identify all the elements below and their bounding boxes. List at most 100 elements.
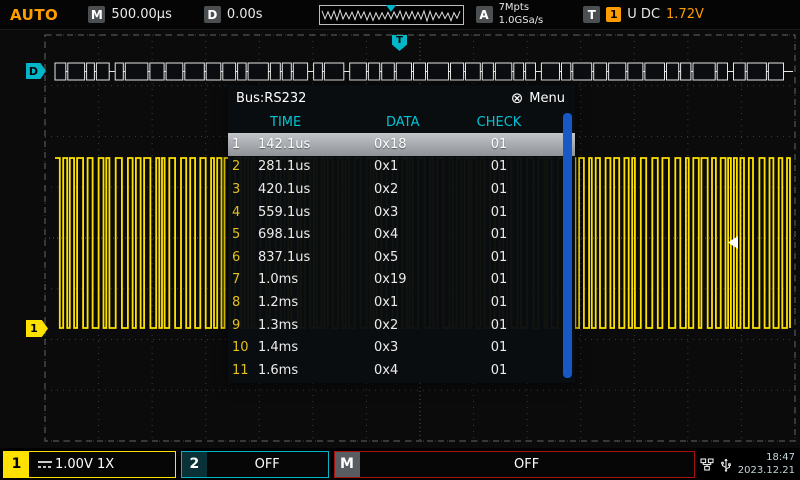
- bus-cell-data: 0x4: [374, 227, 459, 242]
- bus-cell-check: 01: [459, 182, 539, 197]
- channel2-status-box[interactable]: 2 OFF: [181, 451, 329, 478]
- network-icon: [700, 458, 714, 471]
- bus-table-row[interactable]: 5698.1us0x401: [228, 223, 575, 246]
- bus-cell-check: 01: [459, 295, 539, 310]
- acquire-readout[interactable]: A 7Mpts 1.0GSa/s: [476, 2, 544, 27]
- math-state: OFF: [360, 457, 694, 472]
- clock-time: 18:47: [766, 451, 795, 465]
- menu-button[interactable]: ⊗ Menu: [511, 91, 565, 106]
- bus-table-row[interactable]: 1142.1us0x1801: [228, 133, 575, 156]
- bus-table-row[interactable]: 101.4ms0x301: [228, 336, 575, 359]
- bus-table-row[interactable]: 3420.1us0x201: [228, 178, 575, 201]
- dc-coupling-icon: [37, 458, 53, 470]
- bus-cell-time: 420.1us: [258, 182, 374, 197]
- waveform-display: T D 1 Bus:RS232 ⊗ Menu TIME DATA CHECK: [0, 30, 800, 448]
- preview-trigger-position-icon: [386, 5, 396, 12]
- bus-cell-data: 0x3: [374, 340, 459, 355]
- bus-table-row[interactable]: 6837.1us0x501: [228, 246, 575, 269]
- bus-cell-time: 698.1us: [258, 227, 374, 242]
- bus-cell-n: 10: [232, 340, 258, 355]
- bus-table-row[interactable]: 2281.1us0x101: [228, 156, 575, 179]
- trigger-source-badge: 1: [606, 7, 621, 22]
- bus-cell-n: 5: [232, 227, 258, 242]
- trigger-readout[interactable]: T 1 U DC 1.72V: [583, 6, 704, 23]
- timebase-badge: M: [88, 6, 105, 23]
- bus-cell-time: 1.2ms: [258, 295, 374, 310]
- bus-cell-n: 3: [232, 182, 258, 197]
- waveform-preview[interactable]: [319, 5, 464, 25]
- bus-cell-data: 0x4: [374, 363, 459, 378]
- bus-cell-time: 559.1us: [258, 205, 374, 220]
- bus-cell-check: 01: [459, 227, 539, 242]
- bus-cell-data: 0x5: [374, 250, 459, 265]
- oscilloscope-ui: AUTO M 500.00μs D 0.00s A 7Mpts 1.0GSa/s…: [0, 0, 800, 480]
- bus-cell-n: 8: [232, 295, 258, 310]
- bus-cell-n: 6: [232, 250, 258, 265]
- bus-cell-time: 1.0ms: [258, 272, 374, 287]
- bus-cell-data: 0x2: [374, 182, 459, 197]
- bottom-status-bar: 1 1.00V 1X 2 OFF M OFF: [0, 448, 800, 480]
- timebase-readout[interactable]: M 500.00μs: [88, 6, 172, 23]
- clock: 18:47 2023.12.21: [738, 451, 795, 478]
- delay-readout[interactable]: D 0.00s: [204, 6, 263, 23]
- usb-icon: [720, 457, 732, 472]
- memory-depth-value: 7Mpts: [499, 2, 544, 15]
- bus-cell-check: 01: [459, 250, 539, 265]
- bus-table-row[interactable]: 71.0ms0x1901: [228, 269, 575, 292]
- menu-button-label: Menu: [529, 91, 565, 106]
- bus-cell-check: 01: [459, 272, 539, 287]
- bus-cell-n: 7: [232, 272, 258, 287]
- bus-table-header: TIME DATA CHECK: [228, 111, 575, 133]
- top-status-bar: AUTO M 500.00μs D 0.00s A 7Mpts 1.0GSa/s…: [0, 0, 800, 30]
- channel1-badge: 1: [4, 452, 29, 477]
- bus-table-row[interactable]: 4559.1us0x301: [228, 201, 575, 224]
- bus-panel-header: Bus:RS232 ⊗ Menu: [228, 85, 575, 111]
- bus-cell-time: 1.4ms: [258, 340, 374, 355]
- close-circle-icon: ⊗: [511, 91, 524, 106]
- bus-cell-check: 01: [459, 318, 539, 333]
- trigger-level-value: 1.72V: [666, 7, 704, 22]
- channel1-marker-label: 1: [30, 322, 38, 335]
- bus-cell-time: 1.3ms: [258, 318, 374, 333]
- bus-cell-data: 0x2: [374, 318, 459, 333]
- bus-table-row[interactable]: 81.2ms0x101: [228, 291, 575, 314]
- bus-cell-n: 1: [232, 137, 258, 152]
- bus-cell-check: 01: [459, 205, 539, 220]
- bus-cell-check: 01: [459, 340, 539, 355]
- bus-panel-title: Bus:RS232: [236, 91, 306, 106]
- bus-cell-check: 01: [459, 137, 539, 152]
- column-time: TIME: [258, 115, 374, 130]
- column-check: CHECK: [459, 115, 539, 130]
- bus-cell-n: 11: [232, 363, 258, 378]
- channel1-scale-value: 1.00V 1X: [55, 457, 114, 472]
- acquire-badge: A: [476, 6, 493, 23]
- channel1-status-box[interactable]: 1 1.00V 1X: [3, 451, 176, 478]
- bus-cell-data: 0x18: [374, 137, 459, 152]
- bus-cell-data: 0x1: [374, 159, 459, 174]
- trigger-position-label: T: [396, 35, 403, 46]
- bus-cell-time: 1.6ms: [258, 363, 374, 378]
- bus-table-row[interactable]: 111.6ms0x401: [228, 359, 575, 382]
- bus-channel-label: D: [29, 65, 38, 78]
- channel2-state: OFF: [207, 457, 328, 472]
- clock-date: 2023.12.21: [738, 464, 795, 478]
- math-status-box[interactable]: M OFF: [334, 451, 695, 478]
- acquisition-mode-indicator[interactable]: AUTO: [10, 6, 58, 24]
- bus-cell-check: 01: [459, 159, 539, 174]
- bus-table-row[interactable]: 91.3ms0x201: [228, 314, 575, 337]
- bus-cell-data: 0x3: [374, 205, 459, 220]
- delay-badge: D: [204, 6, 221, 23]
- bus-decode-trace: [55, 63, 793, 80]
- system-status-area: 18:47 2023.12.21: [700, 451, 797, 478]
- math-badge: M: [335, 452, 360, 477]
- bus-scrollbar[interactable]: [563, 113, 572, 378]
- bus-cell-time: 837.1us: [258, 250, 374, 265]
- bus-cell-data: 0x19: [374, 272, 459, 287]
- bus-cell-n: 4: [232, 205, 258, 220]
- column-data: DATA: [374, 115, 459, 130]
- trigger-coupling-value: U DC: [627, 7, 660, 22]
- bus-cell-data: 0x1: [374, 295, 459, 310]
- bus-cell-n: 2: [232, 159, 258, 174]
- bus-cell-n: 9: [232, 318, 258, 333]
- delay-value: 0.00s: [227, 7, 263, 22]
